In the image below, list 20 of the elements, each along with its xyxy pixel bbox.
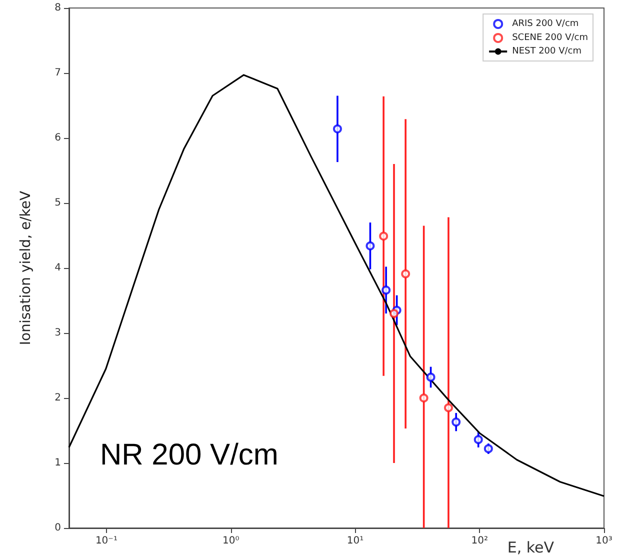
y-tick-label: 1 — [54, 458, 61, 468]
y-tick-label: 0 — [54, 522, 61, 534]
y-tick-label: 3 — [54, 328, 61, 338]
legend-label: SCENE 200 V/cm — [512, 33, 588, 43]
x-tick-label: 10⁰ — [222, 536, 240, 546]
x-axis-title: E, keV — [507, 538, 555, 556]
x-tick-label: 10⁻¹ — [95, 536, 118, 546]
legend-label: ARIS 200 V/cm — [512, 19, 579, 29]
annotation: NR 200 V/cm — [100, 438, 278, 472]
y-tick-label: 8 — [54, 2, 61, 14]
y-tick-label: 6 — [54, 132, 61, 144]
x-tick-label: 10³ — [596, 536, 612, 546]
x-tick-label: 10² — [471, 536, 488, 546]
legend-label: NEST 200 V/cm — [512, 46, 582, 56]
y-tick-label: 5 — [54, 198, 61, 208]
y-tick-label: 2 — [54, 392, 61, 404]
y-axis-title: Ionisation yield, e/keV — [18, 190, 34, 346]
y-tick-label: 4 — [54, 262, 61, 274]
y-tick-label: 7 — [54, 68, 61, 78]
x-tick-label: 10¹ — [346, 536, 364, 546]
